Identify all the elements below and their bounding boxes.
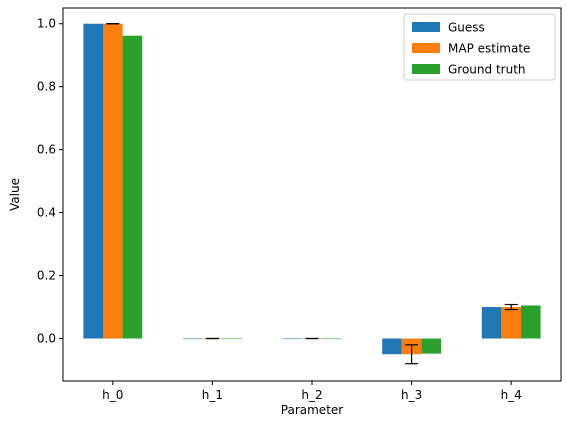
bar-ground-truth-h_0 xyxy=(122,35,143,339)
legend-swatch-guess xyxy=(412,22,440,32)
bars-layer xyxy=(83,23,541,355)
legend-swatch-ground-truth xyxy=(412,64,440,74)
bar-guess-h_0 xyxy=(83,23,103,339)
y-tick-label-0.4: 0.4 xyxy=(37,206,56,220)
y-tick-label-0.6: 0.6 xyxy=(37,143,56,157)
legend-label-ground-truth: Ground truth xyxy=(448,63,526,77)
legend-label-map-estimate: MAP estimate xyxy=(448,42,530,56)
legend-label-guess: Guess xyxy=(448,21,485,35)
bar-map-estimate-h_4 xyxy=(501,307,521,339)
bar-ground-truth-h_2 xyxy=(321,338,342,340)
errorbars-layer xyxy=(106,23,518,365)
y-axis-title: Value xyxy=(8,178,22,211)
legend: Guess MAP estimate Ground truth xyxy=(403,13,556,81)
bar-guess-h_1 xyxy=(183,338,203,340)
y-axis: 0.0 0.2 0.4 0.6 0.8 1.0 xyxy=(37,17,63,346)
bar-ground-truth-h_4 xyxy=(521,305,541,339)
legend-box xyxy=(403,13,556,81)
bar-guess-h_3 xyxy=(382,338,402,355)
bar-guess-h_2 xyxy=(282,338,303,340)
x-tick-label-h_0: h_0 xyxy=(102,388,123,402)
legend-swatch-map-estimate xyxy=(412,43,440,53)
bar-ground-truth-h_3 xyxy=(421,338,441,354)
x-tick-label-h_4: h_4 xyxy=(501,388,522,402)
y-tick-label-0.8: 0.8 xyxy=(37,80,56,94)
y-tick-label-0.2: 0.2 xyxy=(37,269,56,283)
bar-ground-truth-h_1 xyxy=(222,338,242,340)
y-tick-label-1.0: 1.0 xyxy=(37,17,56,31)
x-tick-label-h_3: h_3 xyxy=(401,388,422,402)
x-tick-label-h_1: h_1 xyxy=(202,388,223,402)
x-axis-title: Parameter xyxy=(281,403,343,417)
x-axis: h_0 h_1 h_2 h_3 h_4 xyxy=(102,381,522,402)
bar-map-estimate-h_0 xyxy=(103,23,123,339)
bar-guess-h_4 xyxy=(481,307,502,339)
y-tick-label-0.0: 0.0 xyxy=(37,332,56,346)
x-tick-label-h_2: h_2 xyxy=(301,388,322,402)
